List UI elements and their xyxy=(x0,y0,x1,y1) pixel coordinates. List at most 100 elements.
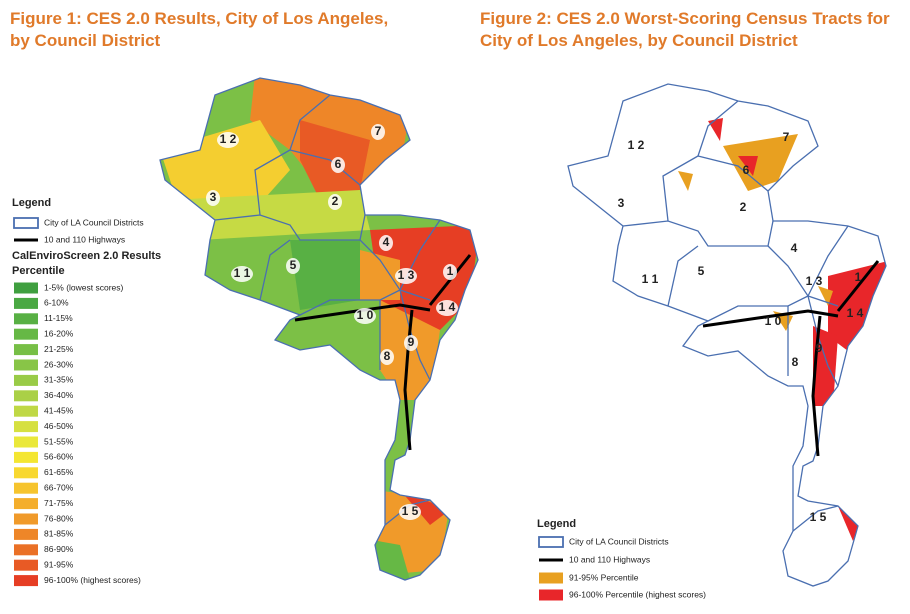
map-1 xyxy=(159,77,479,581)
district-label: 7 xyxy=(783,130,790,144)
district-labels: 1 2 7 6 3 2 4 1 1 5 1 3 1 1 0 1 4 9 8 1 5 xyxy=(206,124,458,520)
legend-swatch xyxy=(14,344,38,356)
legend-label: 66-70% xyxy=(44,482,74,492)
legend-swatch xyxy=(14,297,38,309)
label-halo xyxy=(354,308,376,324)
figure-title: City of Los Angeles, by Council District xyxy=(480,31,798,50)
district-label: 1 2 xyxy=(220,132,237,146)
district-label: 1 3 xyxy=(806,274,823,288)
legend-swatch xyxy=(14,374,38,386)
label-halo xyxy=(331,157,345,173)
label-halo xyxy=(231,266,253,282)
label-halo xyxy=(328,194,342,210)
legend-label: 96-100% Percentile (highest scores) xyxy=(569,589,706,599)
legend-label: 91-95% Percentile xyxy=(569,572,639,582)
legend-label: 46-50% xyxy=(44,421,74,431)
district-label: 4 xyxy=(791,241,798,255)
legend-label: City of LA Council Districts xyxy=(44,217,144,227)
figure: Figure 2: CES 2.0 Worst-Scoring Census T… xyxy=(480,9,890,601)
district-labels: 1 2 7 6 3 2 4 1 1 5 1 3 1 1 0 1 4 9 8 1 5 xyxy=(618,130,864,524)
legend-label: 56-60% xyxy=(44,452,74,462)
district-label: 2 xyxy=(740,200,747,214)
district-swatch xyxy=(538,536,564,548)
label-halo xyxy=(395,268,417,284)
legend-label: 10 and 110 Highways xyxy=(569,554,650,564)
legend-swatch xyxy=(539,572,563,584)
legend-swatch xyxy=(14,498,38,510)
legend-label: 51-55% xyxy=(44,436,74,446)
legend-swatch xyxy=(14,390,38,402)
legend-swatch xyxy=(14,544,38,556)
district-label: 7 xyxy=(375,124,382,138)
district-label: 9 xyxy=(408,335,415,349)
legend-swatch xyxy=(14,467,38,479)
district-label: 6 xyxy=(335,157,342,171)
legend-swatch xyxy=(14,513,38,525)
legend-label: City of LA Council Districts xyxy=(569,536,669,546)
figure-title: by Council District xyxy=(10,31,161,50)
label-halo xyxy=(399,504,421,520)
district-label: 9 xyxy=(816,341,823,355)
district-label: 1 0 xyxy=(357,308,374,322)
legend-label: 91-95% xyxy=(44,559,74,569)
district-label: 1 4 xyxy=(439,300,456,314)
legend-swatch xyxy=(14,559,38,571)
legend-swatch xyxy=(14,451,38,463)
legend-swatch xyxy=(14,436,38,448)
district-label: 1 0 xyxy=(765,314,782,328)
legend-swatch xyxy=(14,328,38,340)
legend-title: Legend xyxy=(12,197,51,209)
legend-label: 10 and 110 Highways xyxy=(44,234,125,244)
legend-section: CalEnviroScreen 2.0 Results xyxy=(12,250,161,262)
figure: Figure 1: CES 2.0 Results, City of Los A… xyxy=(10,9,458,587)
legend-label: 41-45% xyxy=(44,405,74,415)
district-label: 8 xyxy=(384,349,391,363)
district-label: 6 xyxy=(743,163,750,177)
legend-swatch xyxy=(14,282,38,294)
district-label: 3 xyxy=(210,190,217,204)
district-label: 4 xyxy=(383,235,390,249)
district-label: 5 xyxy=(698,264,705,278)
legend-label: 16-20% xyxy=(44,328,74,338)
label-halo xyxy=(404,335,418,351)
figure-title: Figure 1: CES 2.0 Results, City of Los A… xyxy=(10,9,388,28)
label-halo xyxy=(380,349,394,365)
legend-label: 31-35% xyxy=(44,375,74,385)
legend-swatch xyxy=(14,528,38,540)
district-label: 1 1 xyxy=(234,266,251,280)
legend-label: 71-75% xyxy=(44,498,74,508)
legend-swatch xyxy=(14,421,38,433)
legend-label: 61-65% xyxy=(44,467,74,477)
legend-label: 36-40% xyxy=(44,390,74,400)
district-label: 1 5 xyxy=(402,504,419,518)
legend-label: 86-90% xyxy=(44,544,74,554)
label-halo xyxy=(436,300,458,316)
label-halo xyxy=(443,264,457,280)
district-label: 1 1 xyxy=(642,272,659,286)
district-label: 1 5 xyxy=(810,510,827,524)
legend-swatch xyxy=(14,575,38,587)
legend-label: 76-80% xyxy=(44,513,74,523)
legend-label: 11-15% xyxy=(44,313,73,323)
district-label: 1 2 xyxy=(628,138,645,152)
district-label: 1 3 xyxy=(398,268,415,282)
legend-swatch xyxy=(539,589,563,601)
legend-swatch xyxy=(14,313,38,325)
legend-swatch xyxy=(14,482,38,494)
label-halo xyxy=(217,132,239,148)
label-halo xyxy=(286,258,300,274)
legend-label: 96-100% (highest scores) xyxy=(44,575,141,585)
district-swatch xyxy=(13,217,39,229)
district-label: 8 xyxy=(792,355,799,369)
legend-swatch xyxy=(14,405,38,417)
legend-label: 26-30% xyxy=(44,359,74,369)
legend-label: 81-85% xyxy=(44,529,74,539)
district-label: 1 xyxy=(855,270,862,284)
district-label: 2 xyxy=(332,194,339,208)
legend-subsection: Percentile xyxy=(12,265,65,277)
district-label: 1 4 xyxy=(847,306,864,320)
legend-label: 6-10% xyxy=(44,298,69,308)
district-label: 3 xyxy=(618,196,625,210)
legend-title: Legend xyxy=(537,518,576,530)
